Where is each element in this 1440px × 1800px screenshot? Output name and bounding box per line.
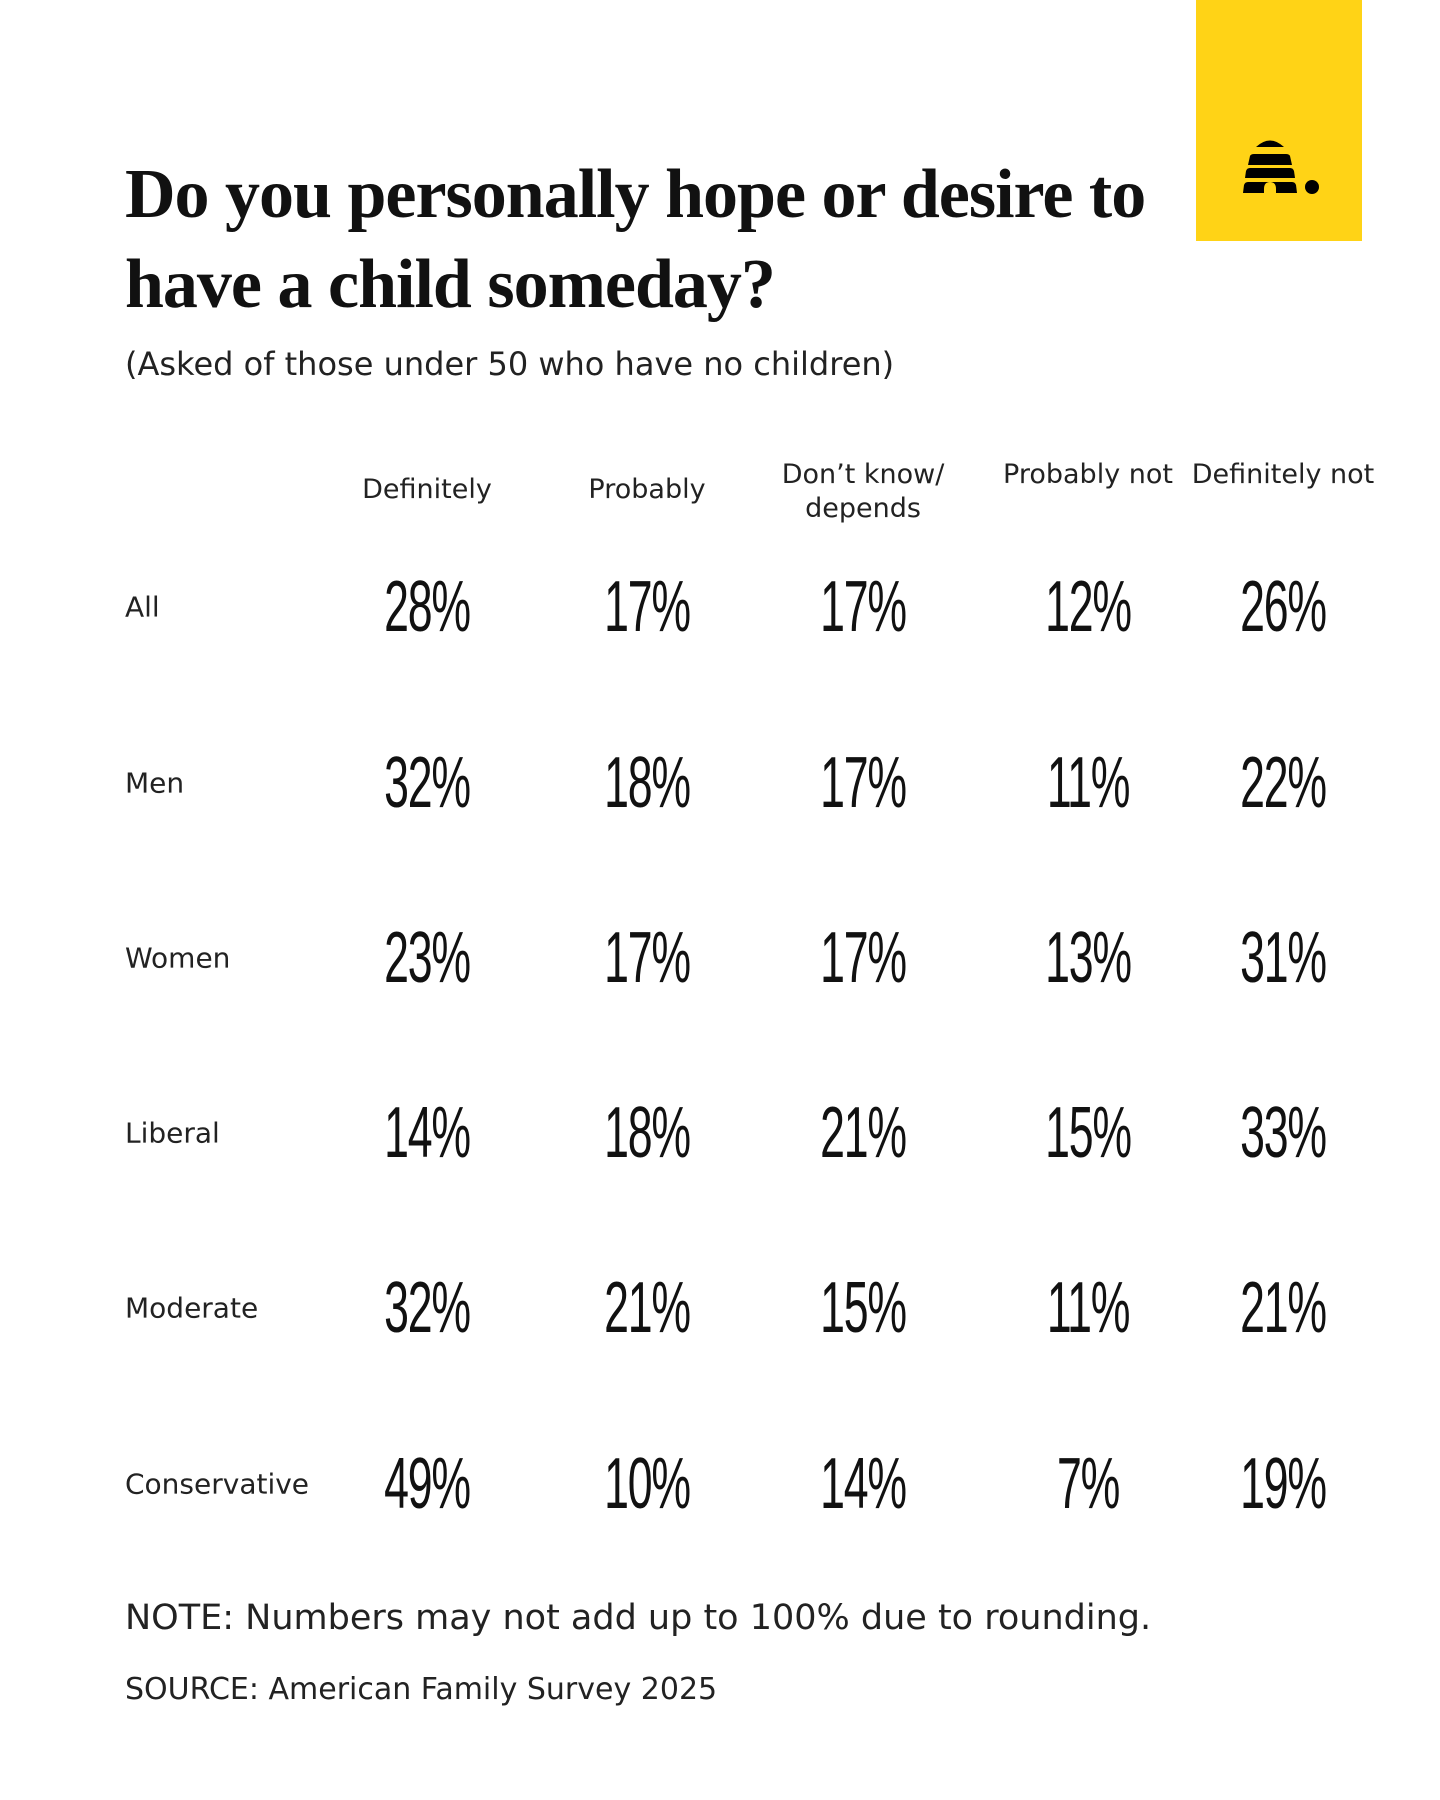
row-label: Men (125, 766, 185, 800)
table-cell-value: 33% (1240, 1093, 1327, 1173)
row-label: Moderate (125, 1291, 259, 1325)
table-cell-value: 17% (820, 918, 907, 998)
column-header: Don’t know/ depends (781, 459, 945, 524)
table-cell-value: 31% (1240, 918, 1327, 998)
brand-logo (1196, 0, 1362, 241)
table-cell-value: 14% (820, 1444, 907, 1524)
table-cell-value: 22% (1240, 743, 1327, 823)
table-cell-value: 21% (1240, 1268, 1327, 1348)
table-cell-value: 21% (604, 1268, 691, 1348)
table-cell-value: 23% (384, 918, 471, 998)
table-cell-value: 18% (604, 1093, 691, 1173)
chart-subtitle: (Asked of those under 50 who have no chi… (125, 345, 895, 383)
table-cell-value: 15% (820, 1268, 907, 1348)
column-header: Definitely (362, 474, 492, 505)
table-cell-value: 32% (384, 743, 471, 823)
table-cell-value: 12% (1045, 567, 1132, 647)
table-cell-value: 28% (384, 567, 471, 647)
table-cell-value: 18% (604, 743, 691, 823)
source-text: SOURCE: American Family Survey 2025 (125, 1672, 718, 1707)
table-cell-value: 17% (604, 567, 691, 647)
row-label: All (125, 590, 160, 624)
table-cell-value: 15% (1045, 1093, 1132, 1173)
column-header: Definitely not (1191, 459, 1375, 490)
table-cell-value: 17% (820, 567, 907, 647)
beehive-icon (1243, 140, 1319, 194)
chart-header: Do you personally hope or desire to have… (125, 150, 1205, 384)
table-cell-value: 10% (604, 1444, 691, 1524)
row-label: Conservative (125, 1467, 310, 1501)
table-cell-value: 14% (384, 1093, 471, 1173)
chart-title: Do you personally hope or desire to have… (125, 156, 1146, 323)
row-label: Women (125, 941, 231, 975)
table-cell-value: 19% (1240, 1444, 1327, 1524)
table-cell-value: 11% (1046, 1268, 1131, 1348)
table-cell-value: 26% (1240, 567, 1327, 647)
table-cell-value: 13% (1045, 918, 1132, 998)
table-cell-value: 17% (820, 743, 907, 823)
table-cell-value: 11% (1046, 743, 1131, 823)
row-label: Liberal (125, 1116, 220, 1150)
table-cell-value: 21% (820, 1093, 907, 1173)
table-cell-value: 49% (384, 1444, 471, 1524)
table-cell-value: 32% (384, 1268, 471, 1348)
column-header: Probably (588, 474, 706, 505)
column-header: Probably not (1003, 459, 1173, 490)
note-text: NOTE: Numbers may not add up to 100% due… (125, 1598, 1152, 1638)
table-cell-value: 17% (604, 918, 691, 998)
table-cell-value: 7% (1056, 1444, 1120, 1524)
